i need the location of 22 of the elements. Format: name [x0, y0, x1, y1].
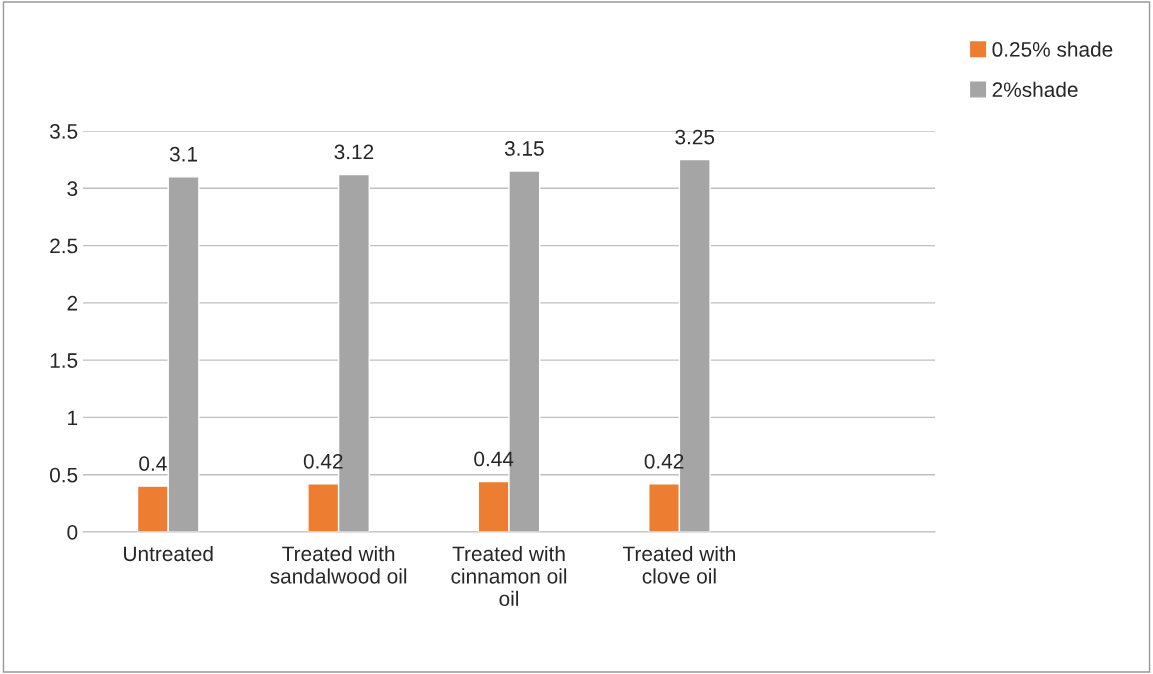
y-tick-label: 0.5	[49, 467, 78, 483]
y-tick-label: 1	[68, 410, 78, 425]
data-label: 0.44	[474, 451, 514, 467]
data-label: 3.15	[504, 141, 544, 156]
x-tick-label: Untreated	[124, 545, 213, 562]
y-tick-label: 2.5	[50, 238, 78, 254]
data-label: 0.42	[303, 453, 343, 469]
data-label: 3.25	[675, 129, 715, 145]
x-tick-label: Treated with sandalwood oil	[270, 545, 407, 584]
data-label: 3.1	[169, 146, 197, 162]
data-label: 0.42	[644, 453, 684, 469]
y-tick-label: 0	[67, 525, 78, 540]
y-tick-label: 3	[67, 181, 78, 197]
y-tick-label: 2	[67, 295, 78, 311]
y-tick-label: 1.5	[50, 353, 78, 368]
legend-label: 0.25% shade	[992, 41, 1113, 57]
x-tick-label: Treated with clove oil	[622, 545, 735, 584]
data-label: 0.4	[139, 456, 167, 471]
x-tick-label: Treated with cinnamon oil oil	[451, 545, 567, 607]
y-tick-label: 3.5	[49, 124, 78, 139]
legend-label: 2%shade	[992, 81, 1078, 98]
data-label: 3.12	[334, 144, 374, 160]
